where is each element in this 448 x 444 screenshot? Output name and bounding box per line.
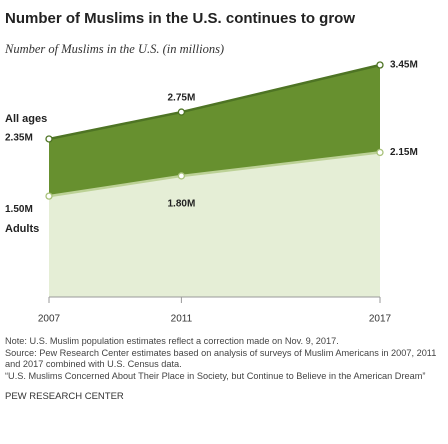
area-fill	[49, 64, 380, 197]
value-label: 1.50M	[5, 204, 33, 215]
data-point	[45, 135, 53, 143]
x-tick-label: 2007	[38, 314, 61, 325]
area-fill	[49, 152, 380, 297]
data-point	[45, 192, 53, 200]
organization: PEW RESEARCH CENTER	[5, 391, 124, 403]
chart: Number of Muslims in the U.S. continues …	[4, 10, 418, 325]
chart-subtitle: Number of Muslims in the U.S. (in millio…	[4, 42, 224, 56]
series-name: All ages	[5, 113, 47, 125]
value-label: 2.35M	[5, 133, 33, 144]
note: Note: U.S. Muslim population estimates r…	[5, 336, 339, 346]
data-point	[177, 108, 186, 116]
value-label: 2.75M	[168, 93, 196, 104]
value-label: 1.80M	[168, 199, 196, 210]
x-tick-label: 2017	[369, 314, 392, 325]
chart-title: Number of Muslims in the U.S. continues …	[5, 10, 355, 27]
data-point	[177, 172, 186, 180]
value-label: 3.45M	[390, 60, 418, 71]
notes: Note: U.S. Muslim population estimates r…	[5, 336, 437, 403]
report-title: “U.S. Muslims Concerned About Their Plac…	[5, 370, 426, 381]
x-tick-label: 2011	[171, 314, 193, 325]
value-label: 2.15M	[390, 147, 418, 158]
series-name: Adults	[5, 223, 39, 235]
data-point	[376, 148, 384, 157]
data-point	[376, 61, 384, 69]
source: Source: Pew Research Center estimates ba…	[5, 347, 437, 370]
